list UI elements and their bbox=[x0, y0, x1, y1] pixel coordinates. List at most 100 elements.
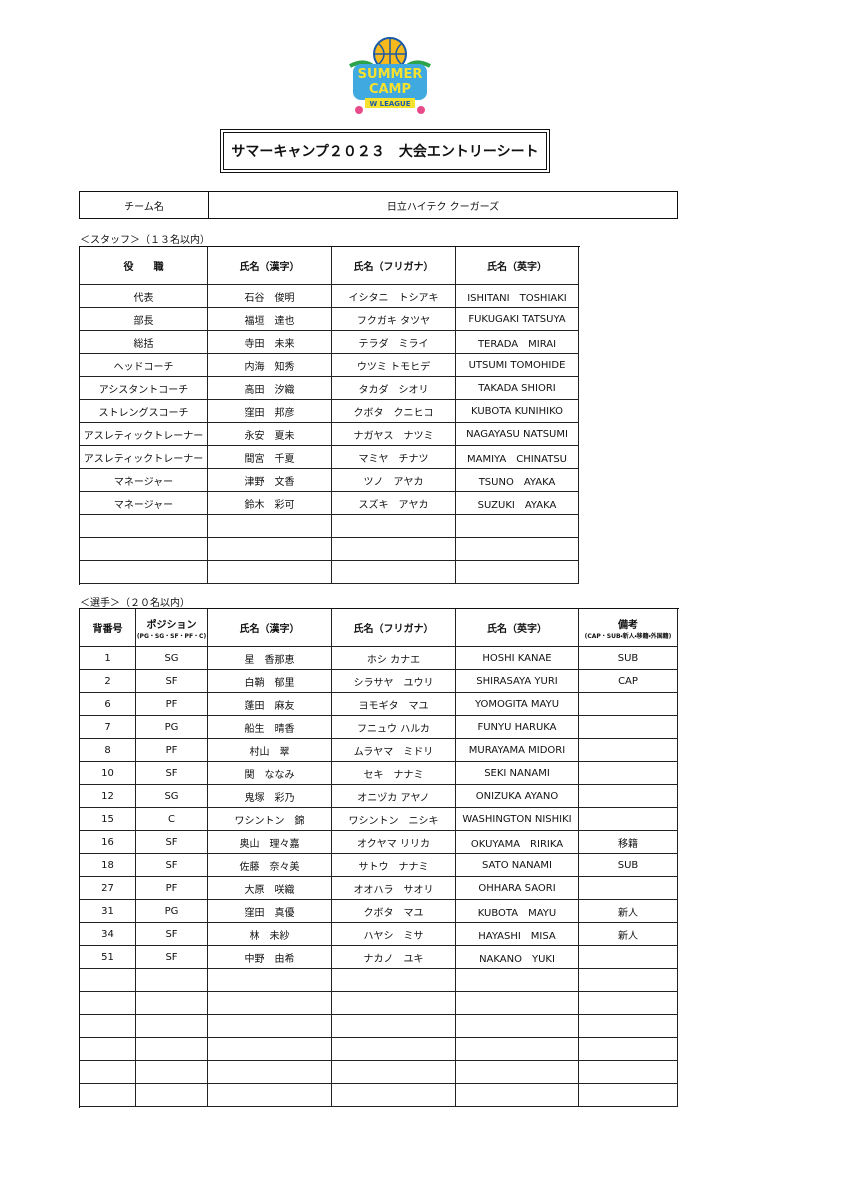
header-cell: ポジション (PG・SG・SF・PF・C) bbox=[136, 609, 208, 647]
cell: SF bbox=[136, 762, 208, 785]
cell: フニュウ ハルカ bbox=[332, 716, 456, 739]
cell: ヨモギタ マユ bbox=[332, 693, 456, 716]
cell bbox=[579, 969, 678, 992]
cell: SEKI NANAMI bbox=[456, 762, 579, 785]
cell: 15 bbox=[80, 808, 136, 831]
cell: 1 bbox=[80, 647, 136, 670]
logo: SUMMER CAMP W LEAGUE bbox=[349, 37, 431, 114]
cell bbox=[332, 538, 456, 561]
cell: HOSHI KANAE bbox=[456, 647, 579, 670]
players-caption: ＜選手＞（２０名以内） bbox=[80, 598, 190, 609]
header-cell: 備考 (CAP・SUB・新人・移籍・外国籍) bbox=[579, 609, 678, 647]
cell: アスレティックトレーナー bbox=[80, 423, 208, 446]
cell: ONIZUKA AYANO bbox=[456, 785, 579, 808]
cell: 間宮 千夏 bbox=[208, 446, 332, 469]
cell bbox=[208, 538, 332, 561]
cell: オオハラ サオリ bbox=[332, 877, 456, 900]
cell bbox=[332, 992, 456, 1015]
header-text: 備考 bbox=[618, 619, 638, 631]
cell: 石谷 俊明 bbox=[208, 285, 332, 308]
cell: 新人 bbox=[579, 900, 678, 923]
header-text: 氏名（英字） bbox=[487, 262, 547, 273]
cell bbox=[80, 969, 136, 992]
cell: 福垣 達也 bbox=[208, 308, 332, 331]
cell: PF bbox=[136, 739, 208, 762]
logo-text: CAMP bbox=[369, 82, 411, 97]
cell: 2 bbox=[80, 670, 136, 693]
cell bbox=[208, 992, 332, 1015]
cell bbox=[80, 1084, 136, 1107]
cell: 佐藤 奈々美 bbox=[208, 854, 332, 877]
cell: FUNYU HARUKA bbox=[456, 716, 579, 739]
cell: KUBOTA KUNIHIKO bbox=[456, 400, 579, 423]
cell bbox=[332, 515, 456, 538]
cell: ナガヤス ナツミ bbox=[332, 423, 456, 446]
cell: 白鞘 郁里 bbox=[208, 670, 332, 693]
header-cell: 氏名（漢字） bbox=[208, 609, 332, 647]
header-text: 氏名（漢字） bbox=[239, 262, 300, 273]
cell bbox=[136, 969, 208, 992]
cell bbox=[136, 1038, 208, 1061]
cell: 31 bbox=[80, 900, 136, 923]
cell bbox=[80, 1015, 136, 1038]
cell: SUB bbox=[579, 854, 678, 877]
cell: C bbox=[136, 808, 208, 831]
header-text: 氏名（漢字） bbox=[239, 624, 300, 635]
cell bbox=[579, 785, 678, 808]
cell bbox=[456, 538, 579, 561]
cell: SATO NANAMI bbox=[456, 854, 579, 877]
cell: ワシントン 錦 bbox=[208, 808, 332, 831]
cell bbox=[208, 561, 332, 584]
cell bbox=[456, 1015, 579, 1038]
title: サマーキャンプ２０２３ 大会エントリーシート bbox=[223, 132, 547, 170]
cell: SF bbox=[136, 670, 208, 693]
header-cell: 氏名（フリガナ） bbox=[332, 609, 456, 647]
cell: クボタ マユ bbox=[332, 900, 456, 923]
header-text: 氏名（英字） bbox=[487, 624, 547, 635]
cell: クボタ クニヒコ bbox=[332, 400, 456, 423]
cell: 新人 bbox=[579, 923, 678, 946]
cell bbox=[136, 992, 208, 1015]
cell bbox=[579, 1015, 678, 1038]
cell: SG bbox=[136, 647, 208, 670]
cell: SUZUKI AYAKA bbox=[456, 492, 579, 515]
cell: 6 bbox=[80, 693, 136, 716]
cell bbox=[332, 969, 456, 992]
cell bbox=[332, 1015, 456, 1038]
header-cell: 氏名（英字） bbox=[456, 609, 579, 647]
header-cell: 氏名（英字） bbox=[456, 247, 579, 285]
cell: マミヤ チナツ bbox=[332, 446, 456, 469]
header-text: ポジション bbox=[146, 619, 197, 631]
header-text: 氏名（フリガナ） bbox=[353, 262, 434, 273]
cell bbox=[80, 1038, 136, 1061]
cell: 津野 文香 bbox=[208, 469, 332, 492]
cell: YOMOGITA MAYU bbox=[456, 693, 579, 716]
header-text: 背番号 bbox=[92, 624, 123, 635]
cell: HAYASHI MISA bbox=[456, 923, 579, 946]
cell: 51 bbox=[80, 946, 136, 969]
cell: ワシントン ニシキ bbox=[332, 808, 456, 831]
cell: TAKADA SHIORI bbox=[456, 377, 579, 400]
cell bbox=[579, 946, 678, 969]
cell: 中野 由希 bbox=[208, 946, 332, 969]
cell: 8 bbox=[80, 739, 136, 762]
cell bbox=[136, 1084, 208, 1107]
cell bbox=[80, 515, 208, 538]
cell bbox=[136, 1061, 208, 1084]
cell: 寺田 未来 bbox=[208, 331, 332, 354]
cell: ツノ アヤカ bbox=[332, 469, 456, 492]
cell: 大原 咲織 bbox=[208, 877, 332, 900]
cell: MAMIYA CHINATSU bbox=[456, 446, 579, 469]
cell: ホシ カナエ bbox=[332, 647, 456, 670]
staff-caption: ＜スタッフ＞（１３名以内） bbox=[80, 235, 210, 246]
cell bbox=[80, 538, 208, 561]
cell bbox=[456, 969, 579, 992]
cell bbox=[208, 1084, 332, 1107]
team-name: 日立ハイテク クーガーズ bbox=[386, 201, 500, 213]
cell: SF bbox=[136, 831, 208, 854]
cell: WASHINGTON NISHIKI bbox=[456, 808, 579, 831]
cell: 永安 夏未 bbox=[208, 423, 332, 446]
cell bbox=[456, 992, 579, 1015]
cell bbox=[579, 716, 678, 739]
